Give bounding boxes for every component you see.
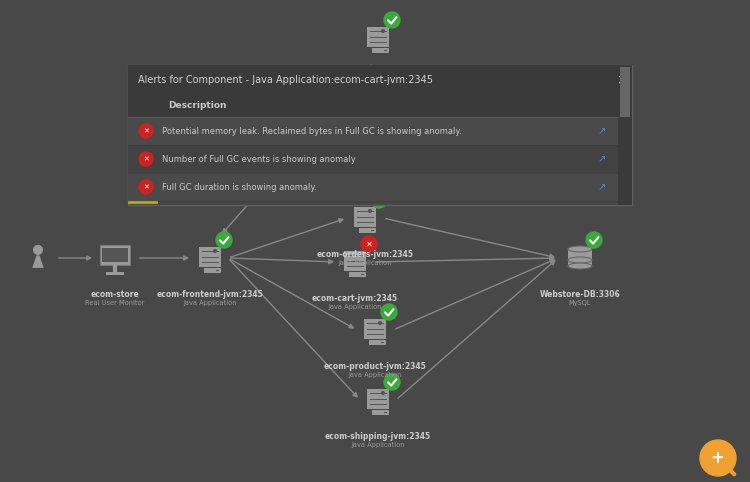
Bar	[102, 248, 128, 262]
Text: Java Application: Java Application	[328, 304, 382, 310]
Text: ↗: ↗	[598, 154, 606, 164]
Text: Java Application: Java Application	[351, 442, 405, 448]
Bar	[100, 245, 130, 265]
Circle shape	[33, 245, 43, 255]
Circle shape	[382, 391, 385, 394]
Circle shape	[586, 232, 602, 248]
Text: ↗: ↗	[598, 126, 606, 136]
Bar	[369, 340, 381, 345]
Bar	[568, 249, 592, 266]
Polygon shape	[32, 255, 44, 268]
Bar	[367, 27, 389, 47]
Text: MySQL: MySQL	[568, 300, 591, 306]
Bar	[620, 67, 630, 117]
Text: Webstore-DB:3306: Webstore-DB:3306	[540, 290, 620, 299]
Text: ✕: ✕	[143, 156, 149, 162]
Circle shape	[139, 124, 153, 138]
Bar	[199, 247, 221, 267]
Text: ecom-cart-jvm:2345: ecom-cart-jvm:2345	[312, 294, 398, 303]
Circle shape	[358, 254, 362, 256]
Bar	[128, 65, 632, 95]
Text: Java Application: Java Application	[348, 372, 402, 378]
Text: ecom-frontend-jvm:2345: ecom-frontend-jvm:2345	[157, 290, 263, 299]
Bar	[372, 410, 384, 415]
Text: ↗: ↗	[598, 182, 606, 192]
Bar	[344, 251, 366, 271]
Text: ecom-shipping-jvm:2345: ecom-shipping-jvm:2345	[325, 432, 431, 441]
Text: Description: Description	[168, 102, 226, 110]
Text: ecom-store: ecom-store	[91, 290, 140, 299]
Text: +: +	[710, 449, 724, 467]
Bar	[367, 389, 389, 409]
Circle shape	[361, 236, 377, 252]
Bar	[128, 117, 618, 145]
Bar	[128, 173, 618, 201]
Circle shape	[384, 374, 400, 390]
Circle shape	[216, 232, 232, 248]
Ellipse shape	[568, 246, 592, 252]
Bar	[364, 319, 386, 339]
Bar	[349, 272, 361, 277]
Circle shape	[139, 152, 153, 166]
Text: ✕: ✕	[143, 184, 149, 190]
Text: Real User Monitor: Real User Monitor	[86, 300, 145, 306]
Circle shape	[368, 210, 371, 213]
Text: Number of Full GC events is showing anomaly: Number of Full GC events is showing anom…	[162, 155, 356, 163]
Text: ✕: ✕	[143, 128, 149, 134]
Text: ecom-orders-jvm:2345: ecom-orders-jvm:2345	[316, 250, 413, 259]
Circle shape	[214, 250, 217, 253]
Text: Java Application: Java Application	[338, 260, 392, 266]
Text: Alerts for Component - Java Application:ecom-cart-jvm:2345: Alerts for Component - Java Application:…	[138, 75, 433, 85]
Bar	[128, 65, 632, 205]
Bar	[128, 95, 618, 117]
Text: ✕: ✕	[365, 240, 373, 249]
Bar	[354, 207, 376, 227]
Bar	[568, 252, 592, 266]
Text: Java Application: Java Application	[183, 300, 237, 306]
Bar	[106, 271, 124, 275]
Text: ×: ×	[616, 73, 628, 87]
Circle shape	[381, 304, 397, 320]
Bar	[372, 48, 384, 53]
Circle shape	[384, 12, 400, 28]
Ellipse shape	[568, 263, 592, 269]
Circle shape	[700, 440, 736, 476]
Ellipse shape	[568, 257, 592, 263]
Bar	[128, 145, 618, 173]
Bar	[618, 65, 632, 205]
Circle shape	[379, 321, 382, 324]
Text: ecom-product-jvm:2345: ecom-product-jvm:2345	[324, 362, 426, 371]
Text: Potential memory leak. Reclaimed bytes in Full GC is showing anomaly.: Potential memory leak. Reclaimed bytes i…	[162, 126, 462, 135]
Circle shape	[139, 180, 153, 194]
Circle shape	[371, 192, 387, 208]
Bar	[204, 268, 216, 273]
Circle shape	[382, 29, 385, 32]
Text: Full GC duration is showing anomaly.: Full GC duration is showing anomaly.	[162, 183, 316, 191]
Bar	[359, 228, 371, 233]
